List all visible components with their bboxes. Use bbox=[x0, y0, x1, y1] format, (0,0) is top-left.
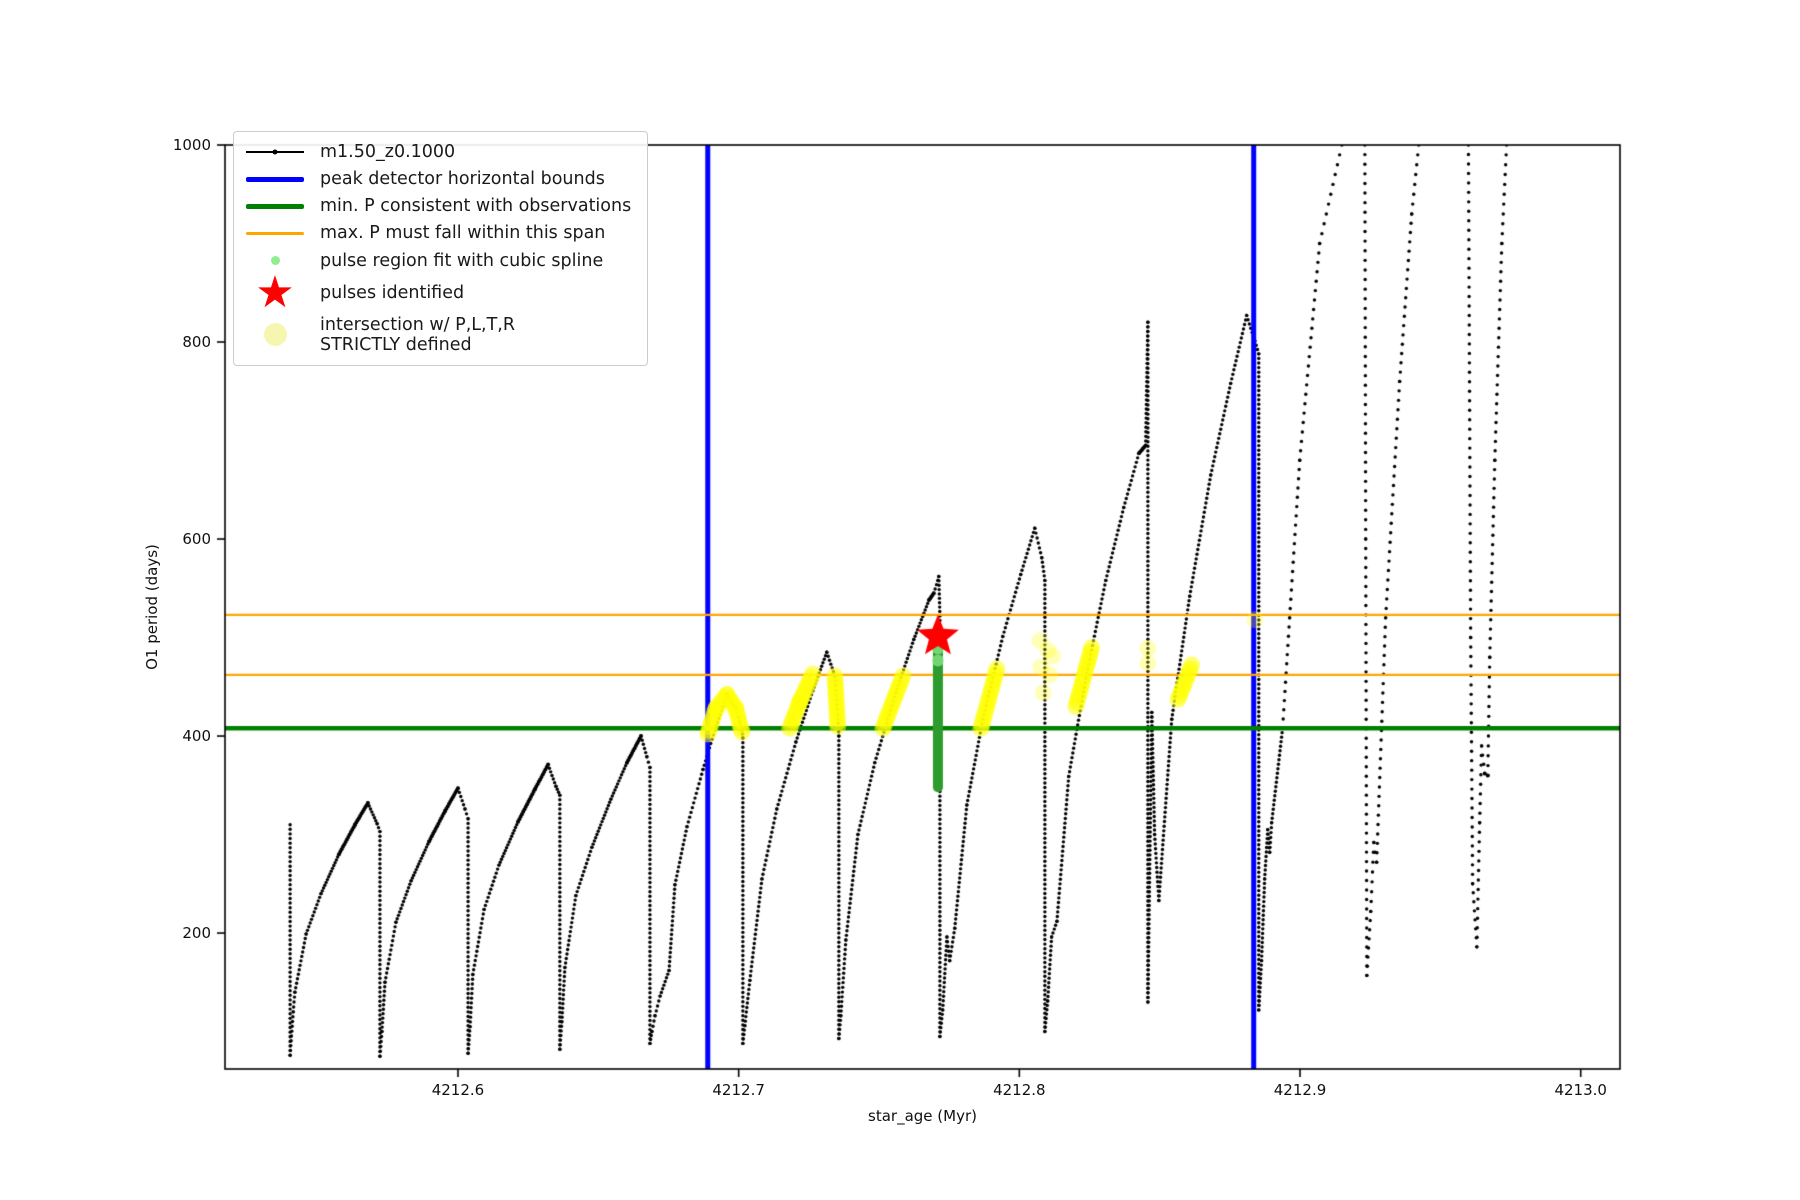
x-tick-label: 4212.8 bbox=[993, 1081, 1046, 1099]
line-thick-legend-marker-icon bbox=[246, 203, 304, 209]
legend-label: max. P must fall within this span bbox=[320, 223, 606, 244]
x-axis-label: star_age (Myr) bbox=[868, 1107, 977, 1125]
legend-label: intersection w/ P,L,T,R STRICTLY defined bbox=[320, 314, 515, 355]
legend-entry-0: m1.50_z0.1000 bbox=[246, 142, 631, 162]
y-axis-label: O1 period (days) bbox=[143, 544, 161, 670]
legend-entry-3: max. P must fall within this span bbox=[246, 223, 631, 243]
legend-label: m1.50_z0.1000 bbox=[320, 142, 456, 162]
legend-label: min. P consistent with observations bbox=[320, 196, 632, 217]
y-tick-label: 200 bbox=[182, 924, 211, 943]
x-tick-label: 4212.9 bbox=[1273, 1081, 1327, 1099]
y-tick-label: 800 bbox=[182, 333, 211, 351]
x-tick-label: 4212.7 bbox=[712, 1081, 765, 1099]
y-tick-label: 600 bbox=[182, 530, 211, 549]
legend-entry-4: pulse region fit with cubic spline bbox=[246, 251, 631, 271]
line-dot-legend-marker-icon bbox=[246, 151, 304, 154]
legend-label: pulses identified bbox=[320, 282, 465, 303]
legend-entry-2: min. P consistent with observations bbox=[246, 196, 631, 216]
star-legend-marker-icon: ★ bbox=[255, 266, 295, 318]
line-thick-legend-marker-icon bbox=[246, 176, 304, 182]
x-tick-label: 4212.6 bbox=[431, 1081, 485, 1099]
dot-small-legend-marker-icon bbox=[246, 256, 304, 266]
dot-large-legend-marker-icon bbox=[246, 323, 304, 347]
x-tick-label: 4213.0 bbox=[1554, 1081, 1607, 1099]
legend-entry-6: intersection w/ P,L,T,R STRICTLY defined bbox=[246, 315, 631, 355]
y-tick-label: 1000 bbox=[172, 136, 211, 154]
legend-entry-1: peak detector horizontal bounds bbox=[246, 169, 631, 189]
legend-label: peak detector horizontal bounds bbox=[320, 169, 605, 190]
line-thin-legend-marker-icon bbox=[246, 232, 304, 235]
legend-label: pulse region fit with cubic spline bbox=[320, 250, 604, 271]
y-tick-label: 400 bbox=[182, 727, 211, 746]
legend-entry-5: ★ pulses identified bbox=[246, 266, 631, 318]
